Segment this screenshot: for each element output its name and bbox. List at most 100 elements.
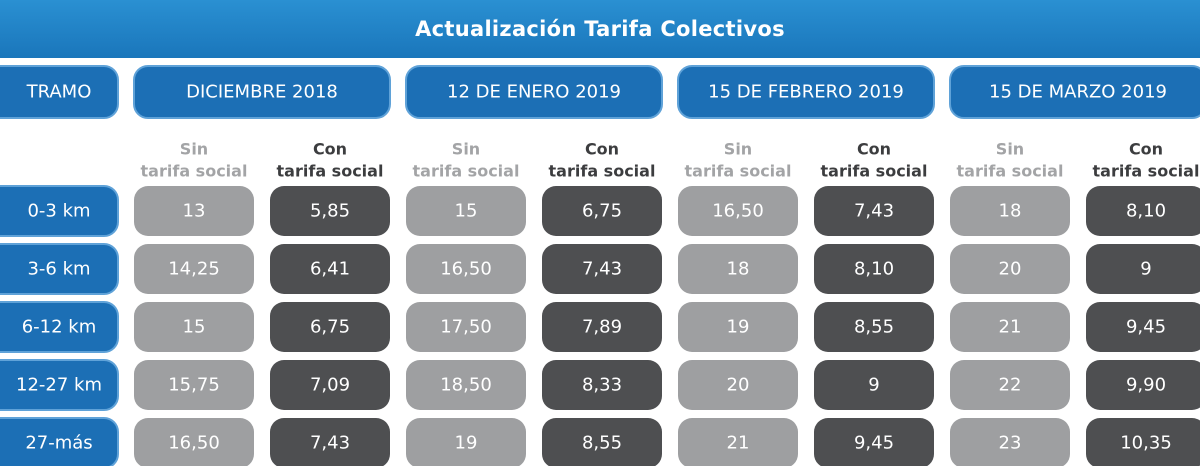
subheader-line1: Con — [313, 140, 347, 159]
subheader-line2: tarifa social — [549, 162, 656, 181]
sin-value-cell — [678, 244, 798, 294]
con-value-label: 9,45 — [854, 433, 894, 454]
sin-value-cell — [678, 302, 798, 352]
con-value-cell — [270, 418, 390, 466]
period-header-pill — [949, 65, 1200, 119]
row-label: 3-6 km — [27, 259, 90, 280]
sin-value-label: 23 — [999, 433, 1022, 454]
period-header-label: DICIEMBRE 2018 — [186, 82, 338, 103]
con-value-cell — [542, 302, 662, 352]
con-value-label: 9 — [1140, 259, 1151, 280]
con-value-cell — [542, 186, 662, 236]
con-value-cell — [814, 244, 934, 294]
con-value-label: 8,55 — [854, 317, 894, 338]
period-header-label: 12 DE ENERO 2019 — [447, 82, 621, 103]
subheader-line2: tarifa social — [1093, 162, 1200, 181]
sin-value-cell — [406, 244, 526, 294]
con-value-cell — [1086, 244, 1200, 294]
con-value-label: 9,90 — [1126, 375, 1166, 396]
subheader-line2: tarifa social — [685, 162, 792, 181]
subheader-line1: Sin — [180, 140, 208, 159]
sin-value-label: 16,50 — [440, 259, 492, 280]
subheader-line2: tarifa social — [141, 162, 248, 181]
sin-value-label: 22 — [999, 375, 1022, 396]
sin-value-cell — [950, 244, 1070, 294]
row-label: 6-12 km — [22, 317, 97, 338]
sin-value-cell — [406, 418, 526, 466]
sin-value-cell — [406, 360, 526, 410]
con-value-label: 7,89 — [582, 317, 622, 338]
con-value-label: 7,43 — [310, 433, 350, 454]
sin-value-cell — [406, 302, 526, 352]
con-value-label: 7,43 — [854, 201, 894, 222]
sin-value-cell — [950, 302, 1070, 352]
con-value-label: 8,10 — [1126, 201, 1166, 222]
sin-value-label: 19 — [727, 317, 750, 338]
con-value-cell — [814, 302, 934, 352]
subheader-line2: tarifa social — [821, 162, 928, 181]
sin-value-label: 17,50 — [440, 317, 492, 338]
con-value-label: 7,43 — [582, 259, 622, 280]
con-value-cell — [542, 360, 662, 410]
con-value-cell — [270, 302, 390, 352]
con-value-label: 6,41 — [310, 259, 350, 280]
sin-value-cell — [134, 244, 254, 294]
sin-value-cell — [134, 360, 254, 410]
period-header-label: 15 DE FEBRERO 2019 — [708, 82, 904, 103]
subheader-line1: Sin — [724, 140, 752, 159]
con-value-label: 6,75 — [582, 201, 622, 222]
sin-value-cell — [678, 360, 798, 410]
con-value-cell — [814, 186, 934, 236]
row-label-pill — [0, 243, 119, 295]
sin-value-cell — [678, 186, 798, 236]
sin-value-cell — [950, 186, 1070, 236]
con-value-cell — [1086, 186, 1200, 236]
row-label: 0-3 km — [27, 201, 90, 222]
period-header-pill — [677, 65, 935, 119]
con-value-cell — [542, 418, 662, 466]
period-header-pill — [133, 65, 391, 119]
tramo-header-label: TRAMO — [26, 82, 92, 103]
sin-value-label: 21 — [999, 317, 1022, 338]
row-label-pill — [0, 301, 119, 353]
con-value-label: 8,10 — [854, 259, 894, 280]
con-value-label: 8,55 — [582, 433, 622, 454]
con-value-label: 10,35 — [1120, 433, 1172, 454]
period-header-pill — [405, 65, 663, 119]
sin-value-label: 20 — [999, 259, 1022, 280]
con-value-cell — [1086, 302, 1200, 352]
subheader-line2: tarifa social — [957, 162, 1064, 181]
subheader-line1: Con — [585, 140, 619, 159]
subheader-line1: Sin — [452, 140, 480, 159]
con-value-label: 5,85 — [310, 201, 350, 222]
subheader-line1: Sin — [996, 140, 1024, 159]
sin-value-label: 14,25 — [168, 259, 220, 280]
row-label-pill — [0, 185, 119, 237]
sin-value-cell — [134, 302, 254, 352]
sin-value-label: 21 — [727, 433, 750, 454]
con-value-cell — [270, 244, 390, 294]
row-label-pill — [0, 417, 119, 466]
sin-value-label: 15 — [455, 201, 478, 222]
sin-value-label: 16,50 — [712, 201, 764, 222]
table-title: Actualización Tarifa Colectivos — [0, 0, 1200, 58]
sin-value-label: 20 — [727, 375, 750, 396]
sin-value-cell — [406, 186, 526, 236]
con-value-cell — [1086, 360, 1200, 410]
sin-value-label: 16,50 — [168, 433, 220, 454]
row-label: 27-más — [25, 433, 92, 454]
con-value-cell — [542, 244, 662, 294]
con-value-cell — [1086, 418, 1200, 466]
subheader-line1: Con — [857, 140, 891, 159]
subheader-line2: tarifa social — [277, 162, 384, 181]
con-value-label: 9 — [868, 375, 879, 396]
sin-value-cell — [678, 418, 798, 466]
sin-value-cell — [134, 418, 254, 466]
tramo-header-pill — [0, 65, 119, 119]
sin-value-label: 18 — [727, 259, 750, 280]
sin-value-label: 15 — [183, 317, 206, 338]
con-value-cell — [814, 418, 934, 466]
con-value-label: 8,33 — [582, 375, 622, 396]
con-value-label: 7,09 — [310, 375, 350, 396]
